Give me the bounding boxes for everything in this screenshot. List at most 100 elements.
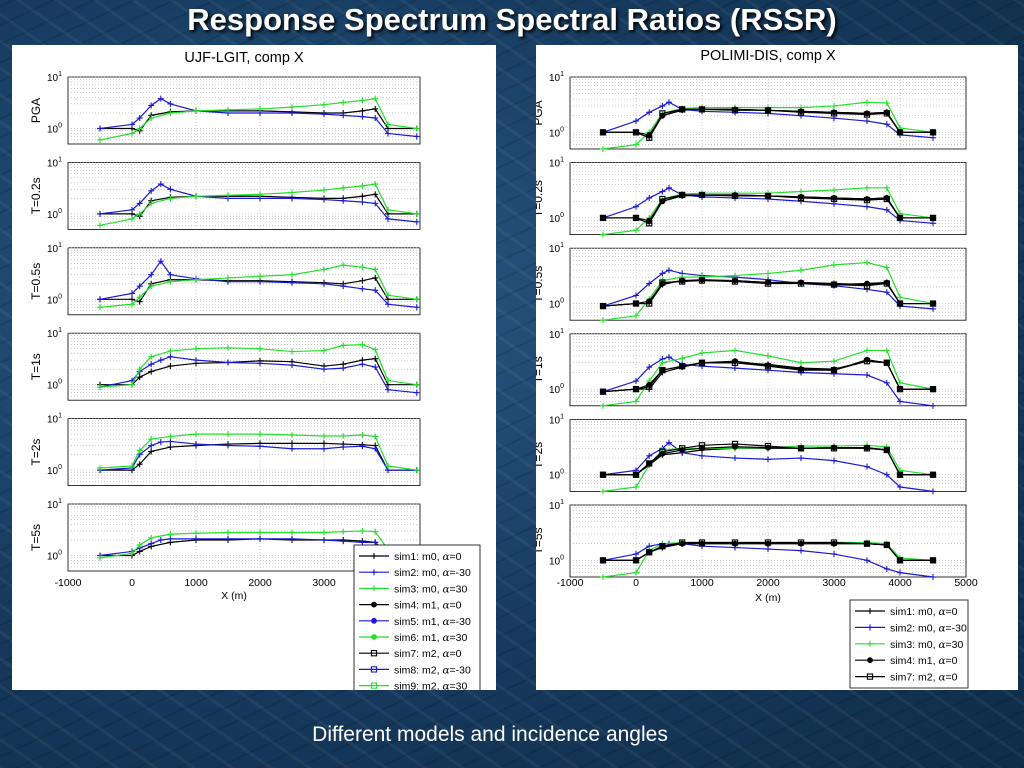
y-tick-label: 101: [47, 156, 62, 169]
data-point: [632, 557, 640, 564]
figure-panel-ujf-lgit: UJF-LGIT, comp X 101 100 PGA 101 100 T=0.2s 101…: [12, 45, 496, 690]
data-point: [896, 557, 904, 564]
data-point: [883, 195, 890, 203]
slide-caption: Different models and incidence angles: [312, 723, 668, 746]
y-tick-label: 101: [47, 498, 62, 511]
data-point: [883, 359, 890, 366]
y-tick-label: 101: [549, 499, 564, 512]
data-point: [797, 539, 805, 546]
subplot-t5: 101 100 T=5s: [536, 499, 967, 580]
data-point: [599, 388, 607, 395]
y-tick-label: 101: [549, 157, 564, 170]
data-point: [929, 557, 937, 564]
data-point: [731, 359, 739, 366]
data-point: [764, 192, 772, 200]
plot-area: [67, 332, 421, 401]
legend-label: sim4: m1, α=0: [394, 600, 462, 612]
series-line-3: [602, 187, 934, 236]
data-point: [632, 129, 640, 136]
data-point: [646, 460, 653, 467]
y-tick-label: 100: [47, 208, 62, 221]
series-line-2: [99, 97, 417, 138]
legend: sim1: m0, α=0 sim2: m0, α=-30 sim3: m0, α=…: [353, 544, 481, 690]
series-line-5: [603, 194, 933, 225]
y-tick-label: 100: [549, 554, 564, 567]
y-axis-label: T=5s: [536, 527, 545, 554]
data-point: [659, 543, 666, 550]
data-point: [883, 446, 890, 454]
data-point: [863, 445, 871, 452]
x-tick-label: 1000: [184, 577, 208, 589]
y-tick-label: 101: [47, 242, 62, 255]
legend-entry: sim2: m0, α=-30: [855, 622, 967, 634]
y-axis-label: T=1s: [536, 356, 545, 383]
plot-area: [67, 418, 421, 487]
legend-entry: sim6: m1, α=30: [359, 632, 468, 644]
figure-panel-polimi-dis: POLIMI-DIS, comp X 101 100 PGA 101 100 T=0.2s 1…: [536, 45, 1018, 690]
y-axis-label: T=2s: [536, 442, 545, 469]
legend-marker: [371, 601, 377, 608]
data-point: [830, 195, 838, 203]
data-point: [764, 539, 772, 546]
data-point: [731, 107, 739, 114]
y-tick-label: 100: [47, 549, 62, 562]
data-point: [632, 300, 640, 307]
figure-ujf-lgit: UJF-LGIT, comp X101100PGA101100T=0.2s101…: [29, 50, 481, 690]
legend-entry: sim1: m0, α=0: [359, 551, 462, 563]
subplot-t1: 101 100 T=1s: [536, 328, 967, 409]
data-point: [646, 134, 653, 141]
data-point: [830, 281, 838, 288]
data-point: [863, 196, 871, 204]
data-point: [929, 129, 937, 136]
data-point: [929, 214, 937, 222]
y-tick-label: 100: [47, 293, 62, 306]
data-point: [863, 111, 871, 118]
x-tick-label: 0: [633, 577, 639, 589]
legend-marker: [370, 666, 378, 673]
legend-label: sim3: m0, α=30: [394, 583, 468, 595]
legend-label: sim6: m1, α=30: [394, 632, 468, 644]
data-point: [797, 194, 805, 202]
legend: sim1: m0, α=0 sim2: m0, α=-30 sim3: m0, α=…: [849, 599, 969, 689]
data-point: [830, 539, 838, 546]
data-point: [679, 106, 686, 113]
y-tick-label: 100: [549, 212, 564, 225]
data-point: [659, 110, 666, 117]
data-point: [646, 383, 653, 391]
data-point: [883, 280, 890, 287]
y-tick-label: 100: [47, 464, 62, 477]
series-line-3: [602, 101, 934, 150]
data-point: [679, 445, 686, 452]
y-axis-label: T=2s: [29, 439, 43, 466]
chart-title: POLIMI-DIS, comp X: [700, 48, 836, 64]
data-point: [797, 109, 805, 116]
legend-entry: sim9: m2, α=30: [359, 681, 468, 690]
series-line-4: [602, 279, 933, 307]
subplot-pga: 101 100 PGA: [536, 71, 967, 152]
data-point: [632, 385, 640, 393]
data-point: [883, 541, 890, 549]
y-tick-label: 100: [549, 126, 564, 139]
data-point: [929, 385, 937, 393]
data-point: [896, 385, 904, 393]
legend-box: [353, 544, 481, 690]
series-line-5: [602, 279, 933, 307]
y-tick-label: 100: [549, 383, 564, 396]
data-point: [731, 192, 739, 200]
series-line-2: [99, 538, 417, 557]
data-point: [646, 549, 653, 556]
legend-label: sim1: m0, α=0: [394, 551, 462, 563]
data-point: [863, 282, 871, 289]
y-axis-label: T=0.2s: [536, 180, 545, 217]
data-point: [659, 279, 666, 286]
x-tick-label: -1000: [557, 577, 584, 589]
subplot-t02: 101 100 T=0.2s: [29, 156, 421, 230]
series-line-2: [99, 260, 417, 308]
data-point: [929, 471, 937, 478]
x-tick-label: 0: [129, 577, 135, 589]
y-tick-label: 101: [549, 71, 564, 84]
y-tick-label: 100: [549, 298, 564, 311]
data-point: [679, 539, 686, 546]
data-point: [797, 367, 805, 374]
y-axis-label: T=1s: [29, 353, 43, 380]
